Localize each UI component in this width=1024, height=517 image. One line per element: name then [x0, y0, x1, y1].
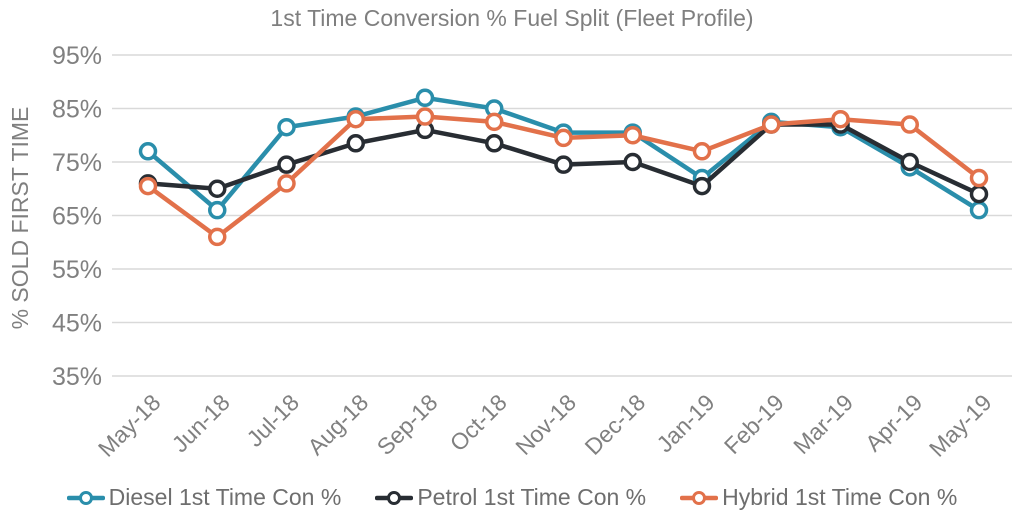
- data-point-marker: [277, 174, 296, 193]
- data-point-marker: [277, 117, 296, 137]
- chart-title: 1st Time Conversion % Fuel Split (Fleet …: [270, 5, 753, 31]
- data-point-marker: [208, 179, 227, 198]
- x-tick-label: Jan-19: [651, 389, 719, 457]
- x-tick-label: Oct-18: [445, 389, 512, 456]
- x-tick-label: Jul-18: [241, 389, 304, 452]
- x-tick-label: Dec-18: [579, 389, 650, 460]
- legend-item-hybrid: Hybrid 1st Time Con %: [680, 484, 957, 511]
- series-group: [138, 88, 989, 247]
- legend-item-petrol: Petrol 1st Time Con %: [375, 484, 646, 511]
- data-point-marker: [969, 184, 989, 204]
- data-point-marker: [138, 142, 158, 161]
- data-point-marker: [762, 115, 781, 134]
- x-tick-label: Nov-18: [510, 389, 581, 460]
- y-tick-label: 85%: [52, 96, 102, 124]
- y-axis-title: % SOLD FIRST TIME: [7, 107, 33, 330]
- legend-label: Hybrid 1st Time Con %: [722, 484, 958, 510]
- y-tick-label: 35%: [52, 363, 102, 391]
- data-point-marker: [623, 126, 642, 145]
- data-point-marker: [208, 200, 227, 220]
- x-tick-label: Feb-19: [719, 389, 789, 459]
- data-point-marker: [485, 134, 504, 153]
- y-tick-label: 75%: [52, 149, 102, 177]
- legend-label: Petrol 1st Time Con %: [417, 484, 647, 510]
- legend-marker-icon: [375, 490, 414, 505]
- data-point-marker: [900, 115, 919, 134]
- x-tick-label: Jun-18: [167, 389, 235, 457]
- legend: Diesel 1st Time Con % Petrol 1st Time Con…: [0, 484, 1024, 511]
- y-tick-label: 65%: [52, 203, 102, 231]
- data-point-marker: [623, 152, 642, 172]
- data-point-marker: [208, 227, 227, 247]
- data-point-marker: [969, 168, 989, 188]
- data-point-marker: [692, 142, 712, 161]
- legend-marker-icon: [66, 490, 105, 505]
- y-tick-label: 55%: [52, 256, 102, 284]
- data-point-marker: [692, 176, 712, 196]
- x-tick-label: Aug-18: [302, 389, 373, 460]
- data-point-marker: [138, 176, 158, 196]
- data-point-marker: [900, 152, 919, 172]
- data-point-marker: [277, 155, 296, 174]
- series-hybrid: [138, 107, 989, 247]
- data-point-marker: [554, 155, 573, 174]
- y-tick-labels: 95% 85% 75% 65% 55% 45% 35%: [52, 42, 102, 391]
- legend-circle: [78, 490, 93, 505]
- y-tick-label: 95%: [52, 42, 102, 70]
- data-point-marker: [346, 109, 365, 129]
- legend-item-diesel: Diesel 1st Time Con %: [66, 484, 342, 511]
- x-tick-label: Sep-18: [372, 389, 443, 460]
- legend-label: Diesel 1st Time Con %: [108, 484, 342, 510]
- plot-area: 1st Time Conversion % Fuel Split (Fleet …: [7, 5, 1012, 462]
- legend-marker-icon: [680, 490, 719, 505]
- x-tick-label: May-19: [924, 389, 997, 462]
- x-tick-label: Mar-19: [788, 389, 858, 459]
- x-tick-label: May-18: [93, 389, 166, 462]
- legend-circle: [692, 490, 707, 505]
- data-point-marker: [485, 112, 504, 132]
- data-point-marker: [415, 107, 435, 126]
- data-point-marker: [346, 134, 365, 153]
- data-point-marker: [969, 200, 989, 220]
- x-tick-label: Apr-19: [860, 389, 927, 456]
- legend-circle: [387, 490, 402, 505]
- data-point-marker: [554, 128, 573, 148]
- data-point-marker: [415, 88, 435, 108]
- y-tick-label: 45%: [52, 310, 102, 338]
- data-point-marker: [831, 109, 850, 129]
